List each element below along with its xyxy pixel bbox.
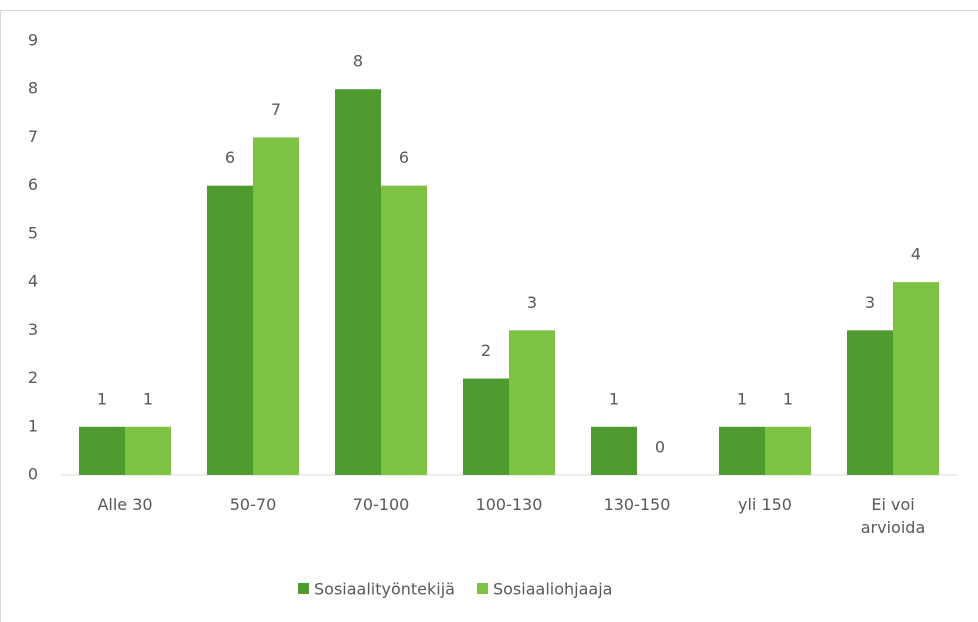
- data-label: 6: [399, 148, 409, 167]
- bar: [463, 378, 509, 475]
- y-tick-label: 1: [28, 416, 38, 435]
- data-label: 3: [865, 293, 875, 312]
- y-tick-label: 2: [28, 368, 38, 387]
- bar: [253, 137, 299, 475]
- x-tick-label: Ei voi arvioida: [860, 495, 926, 537]
- bar: [335, 89, 381, 475]
- data-label: 4: [911, 245, 921, 264]
- data-label: 8: [353, 52, 363, 71]
- y-tick-label: 7: [28, 127, 38, 146]
- data-label: 1: [143, 389, 153, 408]
- x-tick-label: yli 150: [738, 495, 792, 514]
- bar: [509, 330, 555, 475]
- legend-label: Sosiaaliohjaaja: [493, 580, 612, 599]
- data-label: 6: [225, 148, 235, 167]
- legend-label: Sosiaalityöntekijä: [314, 580, 455, 599]
- x-tick-label: 70-100: [352, 495, 410, 514]
- data-label: 2: [481, 341, 491, 360]
- legend-swatch: [476, 583, 488, 594]
- y-tick-label: 0: [28, 465, 38, 484]
- bar: [765, 426, 811, 475]
- y-tick-label: 5: [28, 223, 38, 242]
- bar: [893, 282, 939, 475]
- data-label: 1: [609, 389, 619, 408]
- x-tick-label: 100-130: [475, 495, 543, 514]
- y-tick-label: 8: [28, 79, 38, 98]
- data-label: 0: [655, 438, 665, 457]
- data-label: 7: [271, 100, 281, 119]
- bar: [847, 330, 893, 475]
- bar: [719, 426, 765, 475]
- data-label: 1: [97, 389, 107, 408]
- data-label: 1: [783, 389, 793, 408]
- legend-swatch: [298, 583, 309, 594]
- y-tick-label: 4: [28, 272, 38, 291]
- bar: [381, 185, 427, 475]
- y-tick-label: 6: [28, 175, 38, 194]
- y-tick-label: 9: [28, 31, 38, 50]
- data-label: 1: [737, 389, 747, 408]
- chart-border: [0, 10, 978, 622]
- x-tick-label: 130-150: [603, 495, 671, 514]
- bar: [125, 426, 171, 475]
- y-tick-label: 3: [28, 320, 38, 339]
- data-label: 3: [527, 293, 537, 312]
- x-tick-label: 50-70: [229, 495, 277, 514]
- x-tick-label: Alle 30: [97, 495, 153, 514]
- bar: [207, 185, 253, 475]
- bar: [79, 426, 125, 475]
- bar: [591, 426, 637, 475]
